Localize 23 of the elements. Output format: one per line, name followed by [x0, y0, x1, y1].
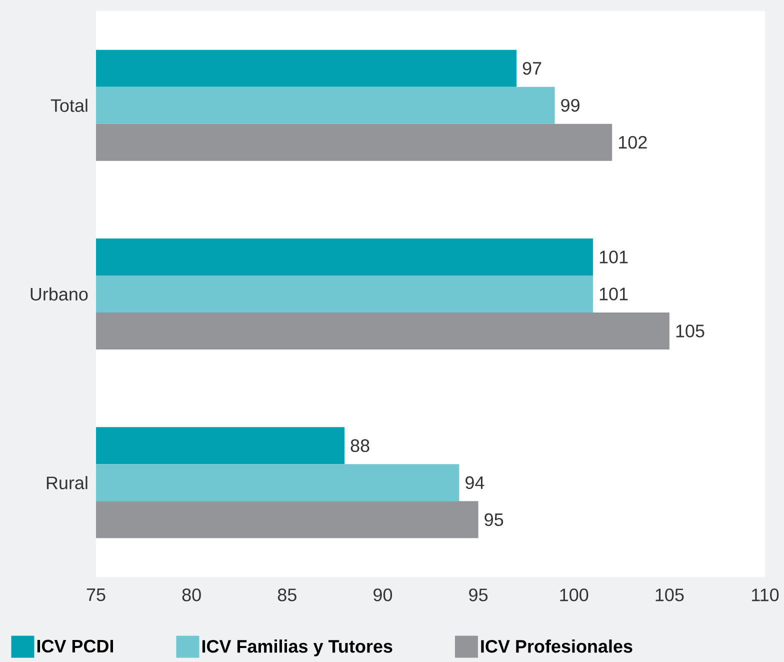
data-label: 101 — [600, 288, 628, 300]
legend-label: ICV PCDI — [37, 640, 114, 653]
data-label: 102 — [618, 136, 647, 149]
x-tick-label: 100 — [560, 588, 588, 602]
x-tick-label: 90 — [374, 588, 392, 602]
x-tick-label: 80 — [182, 588, 201, 602]
x-tick-label: 85 — [278, 588, 296, 602]
x-tick-label: 95 — [469, 588, 488, 602]
data-label: 95 — [484, 513, 504, 526]
data-label: 94 — [466, 476, 484, 490]
x-tick-label: 75 — [86, 588, 106, 602]
data-label: 105 — [676, 324, 704, 338]
x-tick-label: 105 — [656, 588, 684, 602]
data-label: 97 — [522, 62, 542, 75]
legend-label: ICV Profesionales — [481, 640, 632, 653]
y-tick-label: Rural — [46, 476, 88, 490]
data-label: 88 — [350, 439, 370, 452]
data-label: 99 — [561, 98, 580, 112]
x-tick-label: 110 — [752, 588, 779, 602]
legend-label: ICV Familias y Tutores — [202, 640, 392, 656]
data-label: 101 — [600, 250, 628, 264]
y-tick-label: Total — [50, 98, 88, 112]
y-tick-label: Urbano — [30, 287, 88, 301]
